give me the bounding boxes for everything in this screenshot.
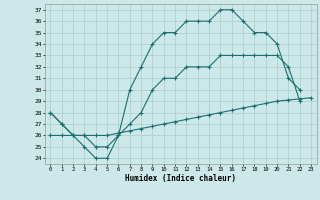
X-axis label: Humidex (Indice chaleur): Humidex (Indice chaleur) bbox=[125, 174, 236, 183]
